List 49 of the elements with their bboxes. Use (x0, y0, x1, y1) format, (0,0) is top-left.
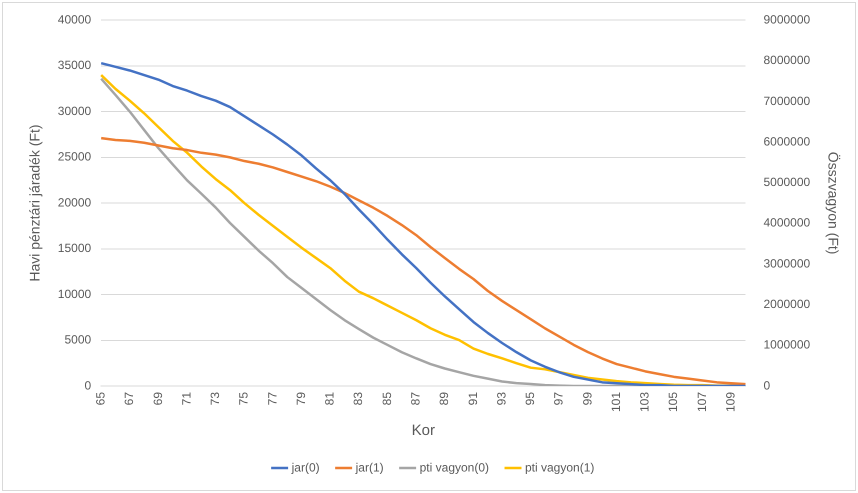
legend-label: pti vagyon(0) (420, 460, 490, 474)
x-axis-title: Kor (412, 422, 435, 440)
x-tick-label: 77 (265, 392, 280, 406)
y-tick-label: 30000 (58, 104, 92, 118)
legend-label: jar(1) (354, 460, 384, 474)
x-tick-label: 81 (322, 392, 337, 406)
x-tick-label: 109 (723, 392, 738, 412)
x-tick-label: 73 (208, 392, 222, 406)
x-tick-label: 87 (408, 392, 422, 406)
y-tick-label: 40000 (58, 12, 92, 27)
x-tick-label: 97 (552, 392, 566, 406)
x-tick-label: 93 (494, 392, 508, 406)
x-tick-label: 65 (93, 392, 108, 406)
y2-tick-label: 2000000 (763, 297, 811, 312)
y2-tick-label: 0 (763, 378, 770, 392)
y-tick-label: 25000 (58, 150, 92, 164)
y-tick-label: 35000 (58, 58, 92, 72)
y2-tick-label: 8000000 (763, 53, 811, 68)
y-tick-label: 0 (84, 378, 92, 392)
x-tick-label: 85 (380, 392, 394, 406)
x-tick-label: 107 (694, 392, 709, 412)
y2-tick-label: 7000000 (763, 94, 811, 108)
legend-label: jar(0) (290, 460, 320, 474)
y-tick-label: 5000 (64, 332, 92, 347)
y2-tick-label: 6000000 (763, 134, 811, 148)
x-tick-label: 79 (294, 392, 308, 406)
y2-tick-label: 5000000 (763, 175, 811, 190)
legend-label: pti vagyon(1) (525, 460, 594, 474)
y-tick-label: 15000 (58, 241, 92, 256)
y-tick-label: 20000 (58, 195, 92, 210)
x-tick-label: 99 (580, 392, 594, 406)
y-axis-title: Havi pénztári járadék (Ft) (26, 124, 42, 282)
x-tick-label: 75 (236, 392, 251, 406)
x-tick-label: 103 (638, 392, 652, 412)
x-tick-label: 69 (150, 392, 165, 406)
x-tick-label: 95 (523, 392, 538, 406)
x-tick-label: 71 (179, 392, 194, 406)
x-tick-label: 101 (608, 392, 623, 412)
y2-tick-label: 3000000 (763, 256, 811, 270)
y2-tick-label: 1000000 (763, 338, 811, 352)
x-tick-label: 91 (466, 392, 480, 406)
y2-tick-label: 4000000 (763, 216, 811, 230)
x-tick-label: 83 (351, 392, 366, 406)
x-tick-label: 89 (437, 392, 452, 406)
y2-axis-title: Összvagyon (Ft) (826, 152, 842, 254)
y2-tick-label: 9000000 (763, 12, 811, 27)
y-tick-label: 10000 (58, 286, 92, 301)
x-tick-label: 105 (666, 392, 680, 412)
x-tick-label: 67 (122, 392, 136, 406)
